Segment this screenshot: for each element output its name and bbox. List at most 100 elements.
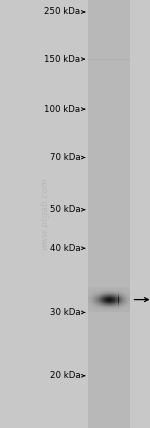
Bar [113,288,114,289]
Bar [118,306,120,307]
Bar [88,290,89,291]
Bar [98,290,99,291]
Bar [110,298,111,299]
Bar [93,307,94,308]
Bar [102,296,103,297]
Bar [104,307,105,308]
Bar [126,305,127,306]
Bar [98,297,99,298]
Bar [116,306,117,307]
Bar [88,289,89,290]
Bar [100,291,101,292]
Bar [124,289,125,290]
Bar [92,305,93,306]
Bar [108,296,109,297]
Bar [91,296,92,297]
Bar [109,310,110,311]
Bar [105,293,106,294]
Bar [127,299,128,300]
Bar [120,290,121,291]
Bar [106,288,107,289]
Bar [121,311,122,312]
Bar [125,290,126,291]
Bar [104,299,105,300]
Bar [121,296,122,297]
Bar [120,305,121,306]
Bar [123,296,124,297]
Bar [121,293,122,294]
Bar [104,289,105,290]
Bar [93,292,94,293]
Bar [117,307,118,308]
Bar [124,291,125,292]
Bar [128,311,129,312]
Bar [112,302,113,303]
Bar [94,290,95,291]
Bar [91,307,92,308]
Bar [90,298,91,299]
Bar [120,295,121,296]
Bar [112,297,113,298]
Bar [93,298,94,299]
Bar [102,310,103,311]
Bar [122,289,123,290]
Bar [111,297,112,298]
Bar [128,290,129,291]
Bar [105,302,106,303]
Bar [104,291,105,292]
Bar [117,290,118,291]
Bar [120,292,121,293]
Bar [102,291,103,292]
Bar [98,305,99,306]
Bar [128,288,129,289]
Bar [101,299,102,300]
Bar [101,307,102,308]
Bar [123,289,124,290]
Bar [108,291,109,292]
Bar [122,298,123,299]
Bar [125,305,126,306]
Bar [118,310,120,311]
Bar [103,295,104,296]
Bar [110,289,111,290]
Bar [100,310,101,311]
Bar [95,306,96,307]
Bar [109,291,110,292]
Bar [112,299,113,300]
Bar [90,311,91,312]
Bar [114,296,115,297]
Bar [114,307,115,308]
Bar [123,307,124,308]
Bar [108,299,109,300]
Bar [113,311,114,312]
Bar [100,290,101,291]
Bar [104,306,105,307]
Bar [106,289,107,290]
Bar [88,299,89,300]
Bar [128,291,129,292]
Bar [95,293,96,294]
Bar [125,310,126,311]
Bar [100,298,101,299]
Bar [113,298,114,299]
Bar [123,297,124,298]
Bar [103,288,104,289]
Bar [111,288,112,289]
Bar [121,306,122,307]
Bar [112,310,113,311]
Bar [104,288,105,289]
Bar [124,298,125,299]
Bar [94,291,95,292]
Bar [126,306,127,307]
Bar [101,297,102,298]
Bar [88,310,89,311]
Bar [91,292,92,293]
Bar [114,297,115,298]
Bar [100,289,101,290]
Bar [115,306,116,307]
Bar [127,310,128,311]
Bar [93,288,94,289]
Bar [109,302,110,303]
Bar [89,288,90,289]
Bar [103,297,104,298]
